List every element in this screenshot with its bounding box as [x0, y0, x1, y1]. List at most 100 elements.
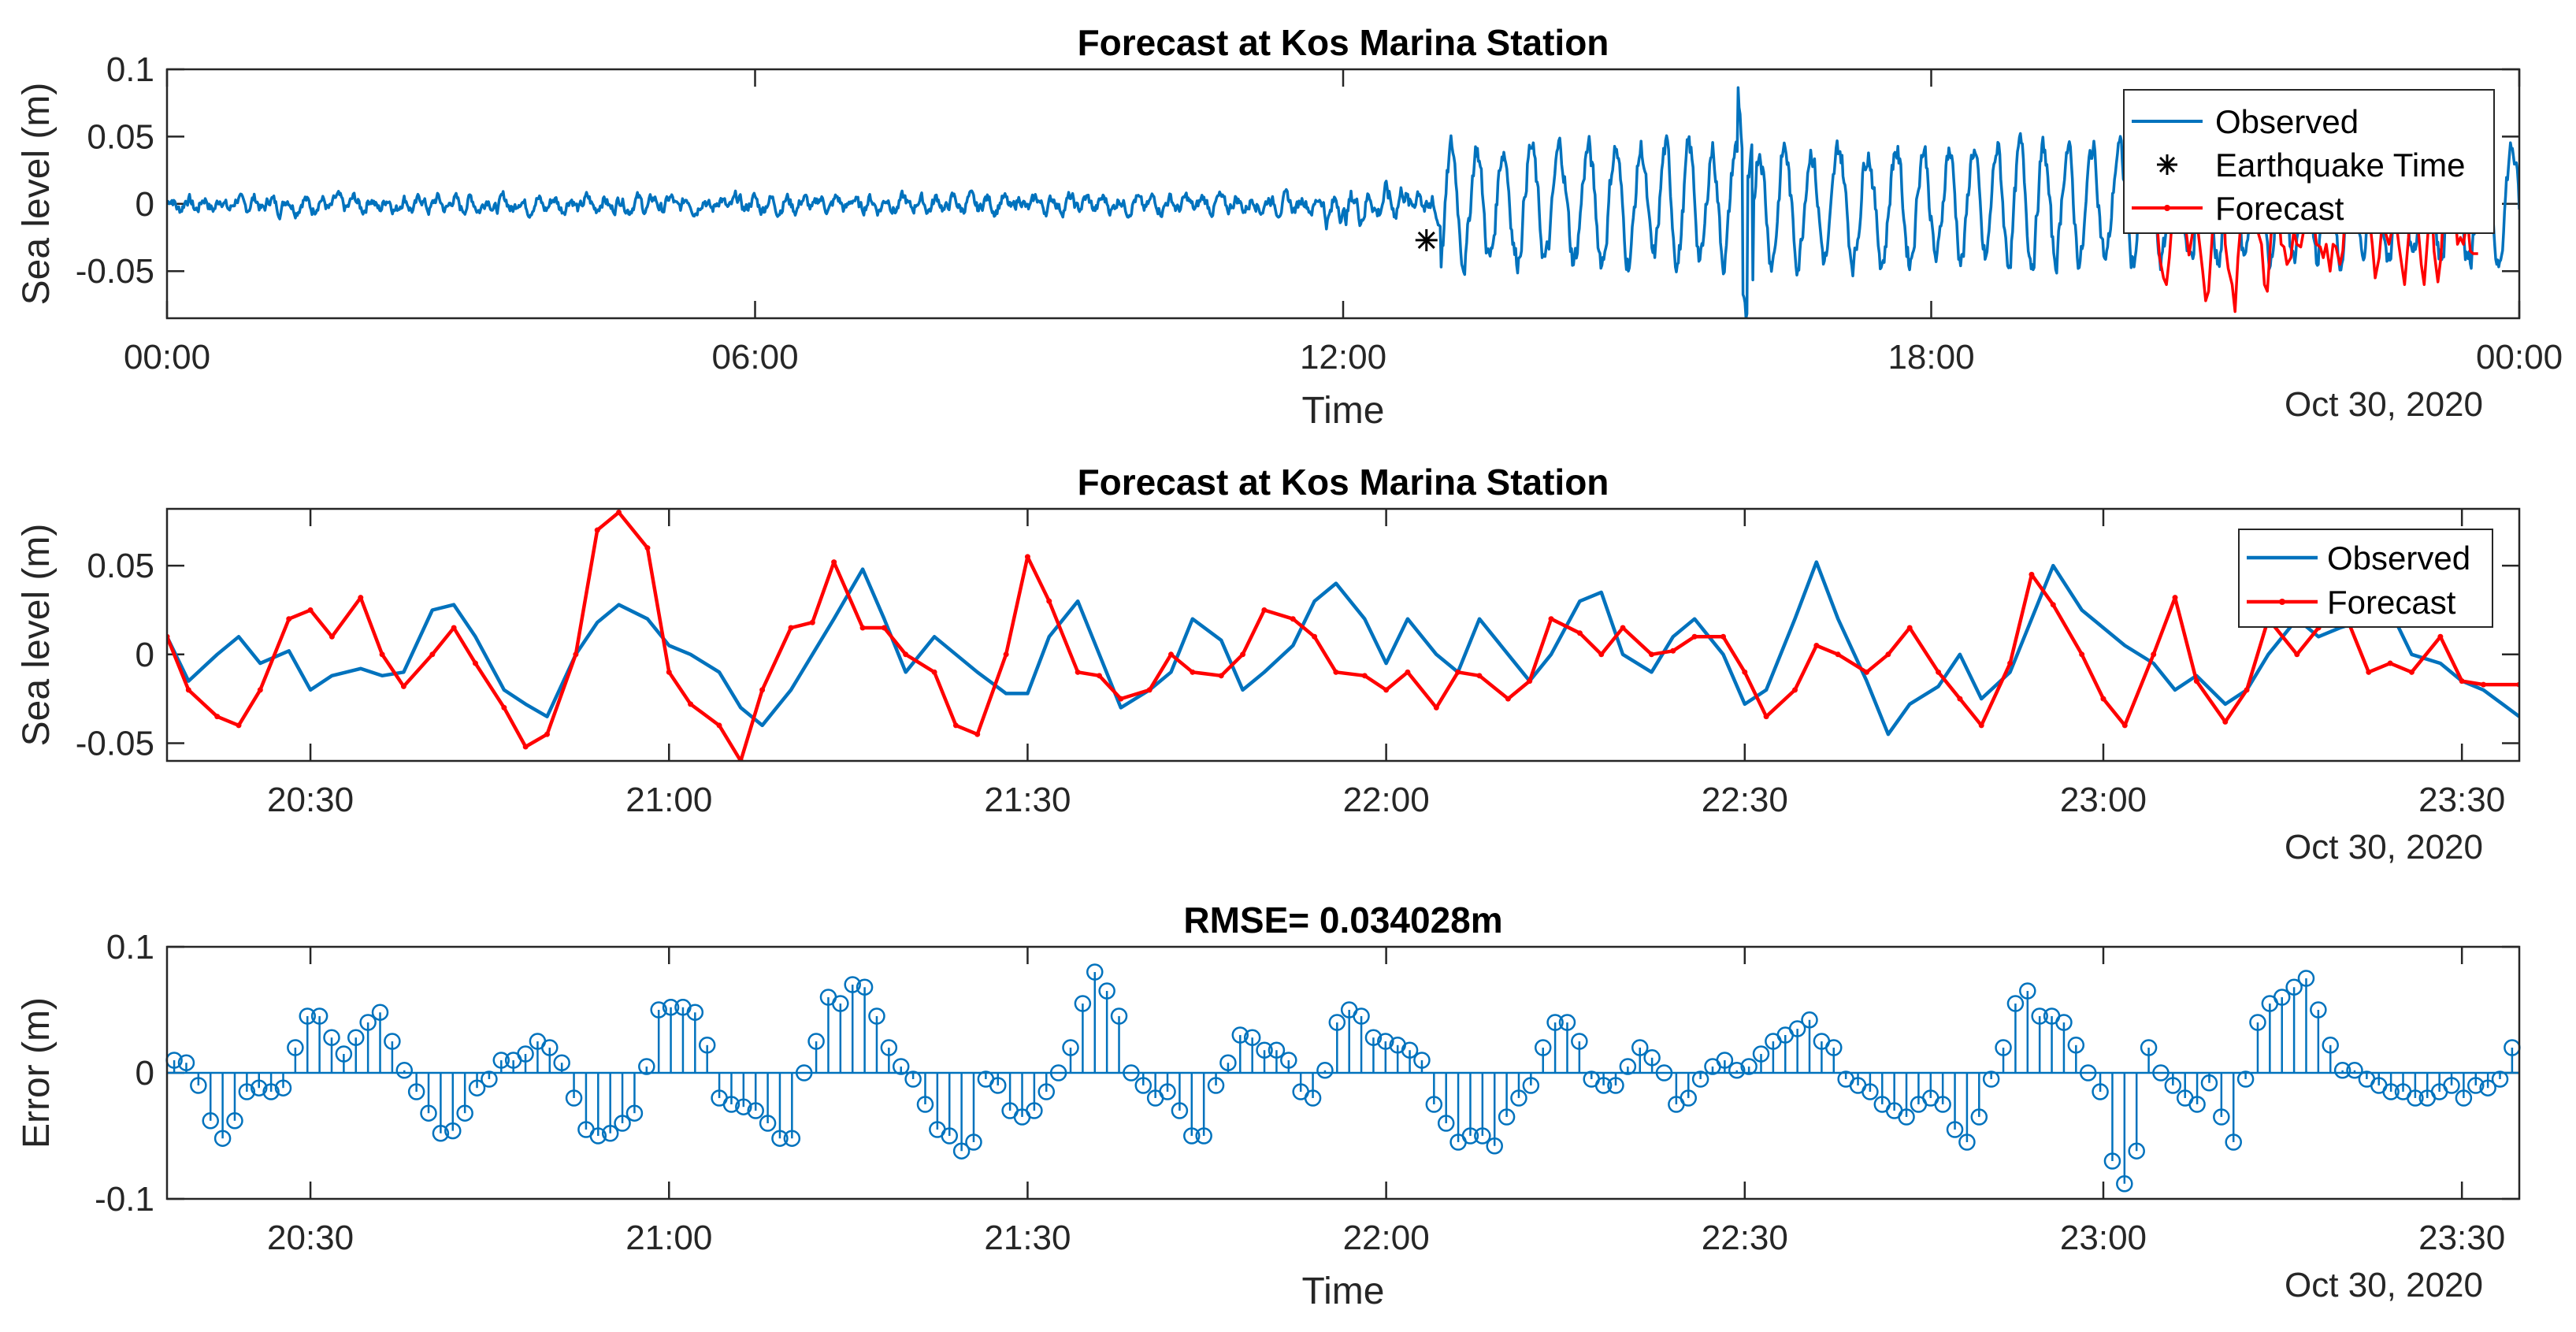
error-marker — [1558, 1014, 1576, 1031]
error-marker — [1522, 1077, 1540, 1094]
x-tick-label: 22:00 — [1343, 1219, 1430, 1257]
error-marker — [2249, 1014, 2266, 1031]
error-marker — [1123, 1064, 1140, 1082]
error-marker — [1183, 1127, 1201, 1145]
error-marker — [1801, 1011, 1818, 1029]
forecast-point — [2480, 681, 2486, 688]
forecast-point — [451, 625, 457, 631]
error-marker — [1074, 995, 1092, 1012]
error-marker — [202, 1112, 219, 1130]
error-marker — [880, 1039, 898, 1056]
error-marker — [262, 1083, 280, 1100]
error-marker — [795, 1064, 813, 1082]
legend-forecast-dot — [2164, 205, 2170, 211]
x-tick-label: 22:30 — [1702, 781, 1788, 819]
forecast-point — [501, 704, 507, 711]
x-axis-label: Time — [1302, 390, 1385, 432]
error-marker — [420, 1104, 437, 1122]
forecast-point — [429, 651, 436, 658]
forecast-point — [2121, 722, 2128, 729]
x-tick-label: 22:30 — [1702, 1219, 1788, 1257]
error-marker — [384, 1033, 401, 1050]
x-tick-label: 23:00 — [2060, 1219, 2147, 1257]
error-marker — [1304, 1089, 1322, 1107]
forecast-point — [544, 731, 550, 737]
x-tick-label: 06:00 — [711, 338, 798, 377]
forecast-point — [2172, 595, 2178, 601]
forecast-point — [1003, 651, 1009, 658]
forecast-point — [1261, 607, 1268, 613]
forecast-point — [1720, 633, 1726, 640]
error-marker — [1655, 1064, 1673, 1082]
error-marker — [2188, 1096, 2206, 1113]
error-marker — [2055, 1014, 2073, 1031]
forecast-point — [2151, 651, 2157, 658]
x-tick-label: 23:00 — [2060, 781, 2147, 819]
error-marker — [213, 1130, 232, 1147]
error-marker — [614, 1115, 631, 1132]
error-marker — [989, 1077, 1007, 1094]
error-marker — [517, 1045, 534, 1063]
forecast-point — [286, 616, 292, 622]
error-marker — [1316, 1062, 1334, 1079]
forecast-point — [788, 625, 794, 631]
forecast-point — [931, 669, 937, 675]
error-marker — [941, 1127, 958, 1145]
error-marker — [274, 1079, 292, 1096]
forecast-point — [1885, 651, 1891, 658]
forecast-point — [2408, 669, 2415, 675]
y-tick-label: -0.1 — [95, 1180, 154, 1219]
error-marker — [2310, 1001, 2327, 1018]
error-marker — [395, 1062, 414, 1079]
error-marker — [1788, 1020, 1806, 1037]
error-marker — [1970, 1108, 1988, 1126]
error-marker — [177, 1054, 195, 1071]
forecast-point — [952, 722, 959, 729]
forecast-point — [666, 669, 672, 675]
error-marker — [2067, 1037, 2085, 1054]
error-marker — [1728, 1062, 1746, 1079]
forecast-point — [594, 527, 600, 533]
error-marker — [1546, 1014, 1564, 1031]
forecast-point — [1240, 651, 1246, 658]
legend: Observed Earthquake Time Forecast — [2123, 89, 2495, 234]
error-marker — [1231, 1026, 1249, 1044]
forecast-point — [903, 651, 909, 658]
forecast-point — [2100, 696, 2106, 702]
error-marker — [1510, 1089, 1527, 1107]
error-marker — [662, 999, 680, 1016]
error-marker — [1643, 1049, 1661, 1067]
error-marker — [1425, 1096, 1443, 1113]
error-marker — [238, 1083, 256, 1100]
error-marker — [747, 1102, 764, 1119]
chart-title: Forecast at Kos Marina Station — [1078, 462, 1609, 503]
error-marker — [965, 1133, 982, 1151]
y-tick-label: 0 — [135, 185, 154, 224]
error-marker — [347, 1029, 365, 1046]
error-marker — [335, 1045, 353, 1063]
forecast-point — [2244, 687, 2250, 693]
error-marker — [868, 1007, 885, 1025]
forecast-point — [307, 607, 314, 613]
error-marker — [2116, 1175, 2133, 1193]
error-marker — [807, 1033, 825, 1050]
forecast-point — [1620, 625, 1626, 631]
error-marker — [1498, 1108, 1516, 1126]
error-marker — [1049, 1064, 1067, 1082]
forecast-point — [573, 651, 579, 658]
error-marker — [1280, 1052, 1297, 1069]
legend-forecast-dot — [2279, 599, 2285, 605]
forecast-point — [881, 625, 887, 631]
error-marker — [2213, 1108, 2230, 1126]
x-tick-label: 22:00 — [1343, 781, 1430, 819]
error-marker — [444, 1122, 462, 1140]
error-marker — [1086, 963, 1104, 981]
forecast-point — [1691, 633, 1698, 640]
legend-observed-label: Observed — [2215, 103, 2359, 140]
error-marker — [1353, 1007, 1370, 1025]
forecast-point — [2007, 660, 2014, 666]
x-tick-label: 00:00 — [124, 338, 210, 377]
error-marker — [1740, 1058, 1758, 1075]
forecast-point — [2193, 678, 2199, 685]
forecast-point — [1978, 722, 1984, 729]
